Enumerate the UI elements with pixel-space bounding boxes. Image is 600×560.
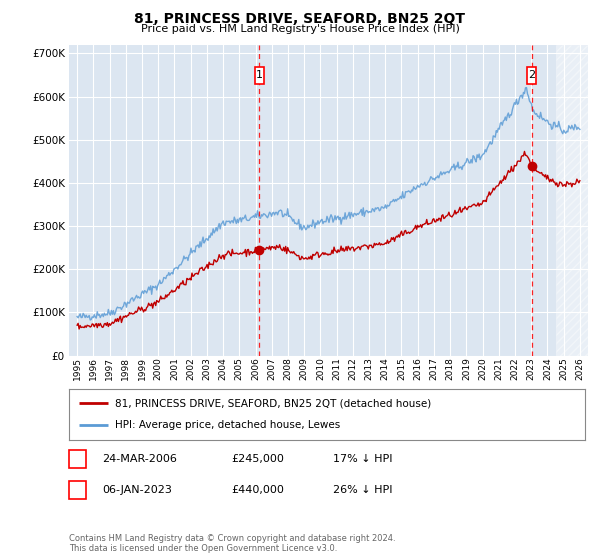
Text: 2: 2 (74, 485, 81, 495)
Text: 26% ↓ HPI: 26% ↓ HPI (333, 485, 392, 495)
Text: 1: 1 (256, 70, 263, 80)
Text: 81, PRINCESS DRIVE, SEAFORD, BN25 2QT (detached house): 81, PRINCESS DRIVE, SEAFORD, BN25 2QT (d… (115, 398, 431, 408)
Text: £440,000: £440,000 (231, 485, 284, 495)
Bar (556, 45, 600, 356)
Text: 81, PRINCESS DRIVE, SEAFORD, BN25 2QT: 81, PRINCESS DRIVE, SEAFORD, BN25 2QT (134, 12, 466, 26)
Bar (255, 67, 264, 83)
Text: 06-JAN-2023: 06-JAN-2023 (102, 485, 172, 495)
Text: Contains HM Land Registry data © Crown copyright and database right 2024.
This d: Contains HM Land Registry data © Crown c… (69, 534, 395, 553)
Text: 2: 2 (528, 70, 535, 80)
Text: 24-MAR-2006: 24-MAR-2006 (102, 454, 177, 464)
Text: 17% ↓ HPI: 17% ↓ HPI (333, 454, 392, 464)
Text: Price paid vs. HM Land Registry's House Price Index (HPI): Price paid vs. HM Land Registry's House … (140, 24, 460, 34)
Bar (527, 67, 536, 83)
Text: 1: 1 (74, 454, 81, 464)
Bar (556, 45, 600, 356)
Text: HPI: Average price, detached house, Lewes: HPI: Average price, detached house, Lewe… (115, 421, 341, 431)
Text: £245,000: £245,000 (231, 454, 284, 464)
